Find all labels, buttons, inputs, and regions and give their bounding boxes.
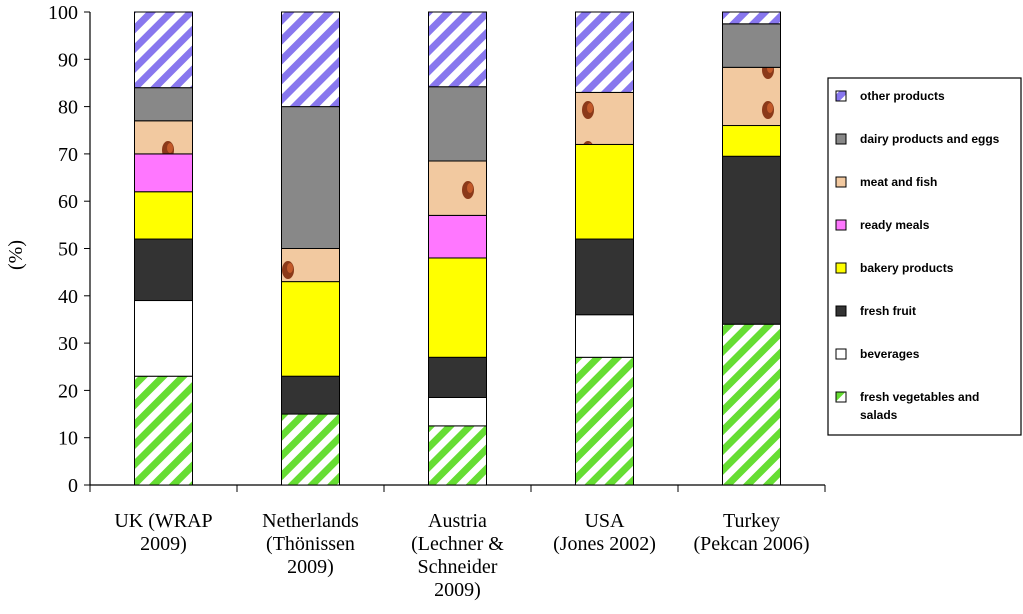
legend-box [827, 77, 1022, 436]
legend-swatch [835, 305, 847, 317]
bar-segment-beverages [428, 396, 487, 427]
y-tick-label: 10 [58, 428, 78, 450]
bar-segment-dairy-products-and-eggs [428, 86, 487, 162]
bar-segment-other-products [134, 11, 193, 89]
bar-segment-fresh-vegetables-and-salads [575, 356, 634, 486]
y-tick-label: 20 [58, 380, 78, 402]
category-label: UK (WRAP 2009) [114, 510, 212, 555]
bar-segment-meat-and-fish [134, 120, 193, 155]
bar-segment-other-products [722, 11, 781, 25]
y-tick-label: 30 [58, 333, 78, 355]
bar-segment-meat-and-fish [722, 66, 781, 127]
y-tick-label: 70 [58, 144, 78, 166]
legend-label: meat and fish [860, 175, 937, 189]
legend-label: fresh vegetables and salads [860, 390, 979, 422]
legend-label: ready meals [860, 218, 930, 232]
bars [134, 11, 781, 486]
legend-label: other products [860, 89, 945, 103]
legend-label: bakery products [860, 261, 954, 275]
bar-segment-other-products [281, 11, 340, 108]
y-tick-label: 60 [58, 191, 78, 213]
bar-segment-bakery-products [722, 125, 781, 157]
bar-segment-dairy-products-and-eggs [722, 23, 781, 68]
y-tick-label: 80 [58, 97, 78, 119]
legend-label: beverages [860, 347, 920, 361]
legend-swatch [835, 176, 847, 188]
bar-segment-fresh-fruit [575, 238, 634, 316]
bar-segment-other-products [575, 11, 634, 93]
bar-segment-dairy-products-and-eggs [134, 87, 193, 122]
category-label: Netherlands (Thönissen 2009) [262, 510, 359, 578]
axes: 0 10 20 30 40 50 60 70 80 90 100 (%) UK (WRAP 2009) Ne… [5, 2, 826, 601]
category-label: Austria (Lechner & Schneider 2009) [411, 510, 504, 601]
legend-swatch [835, 90, 847, 102]
bar-segment-beverages [575, 314, 634, 358]
y-tick-label: 40 [58, 286, 78, 308]
bar-segment-fresh-fruit [134, 238, 193, 302]
legend-swatch [835, 219, 847, 231]
bar-segment-bakery-products [575, 143, 634, 240]
y-tick-label: 0 [68, 475, 78, 497]
legend: other products dairy products and eggs mea… [827, 77, 1022, 436]
bar-segment-fresh-vegetables-and-salads [722, 323, 781, 486]
bar-segment-fresh-fruit [428, 356, 487, 398]
bar-segment-ready-meals [428, 214, 487, 259]
legend-label: fresh fruit [860, 304, 916, 318]
category-label: Turkey (Pekcan 2006) [693, 510, 809, 555]
y-tick-label: 100 [48, 2, 78, 24]
bar-segment-meat-and-fish [575, 91, 634, 145]
bar-segment-fresh-vegetables-and-salads [134, 375, 193, 486]
bar-segment-bakery-products [134, 191, 193, 240]
y-axis-title: (%) [5, 240, 27, 270]
bar-segment-meat-and-fish [281, 248, 340, 283]
bar-segment-bakery-products [428, 257, 487, 358]
legend-swatch [835, 348, 847, 360]
bar-segment-fresh-vegetables-and-salads [281, 413, 340, 486]
legend-label: dairy products and eggs [860, 132, 1000, 146]
bar-segment-ready-meals [134, 153, 193, 193]
bar-segment-fresh-fruit [722, 155, 781, 325]
bar-segment-fresh-vegetables-and-salads [428, 425, 487, 486]
legend-swatch [835, 133, 847, 145]
legend-swatch [835, 391, 847, 403]
category-label: USA (Jones 2002) [553, 510, 656, 555]
bar-segment-beverages [134, 300, 193, 377]
y-tick-label: 90 [58, 49, 78, 71]
bar-segment-other-products [428, 11, 487, 88]
bar-segment-dairy-products-and-eggs [281, 106, 340, 249]
legend-swatch [835, 262, 847, 274]
y-tick-label: 50 [58, 239, 78, 261]
bar-segment-meat-and-fish [428, 160, 487, 216]
bar-segment-fresh-fruit [281, 375, 340, 415]
bar-segment-bakery-products [281, 281, 340, 377]
